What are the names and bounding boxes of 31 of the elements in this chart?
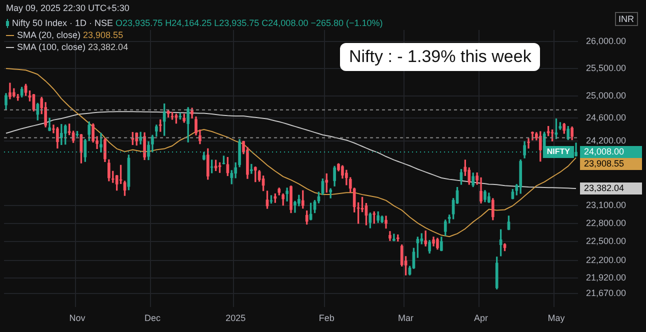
y-tick-label: 24,600.00 <box>586 112 626 123</box>
text: 24,008.00 <box>584 146 624 156</box>
x-tick-label: Nov <box>69 313 86 324</box>
x-tick-label: Feb <box>318 313 334 324</box>
x-tick-label: May <box>548 313 566 324</box>
legend-label: SMA (100, close) <box>17 42 87 52</box>
y-tick-label: 22,800.00 <box>586 218 626 228</box>
y-tick-label: 26,000.00 <box>586 36 626 46</box>
text: Nifty : - 1.39% this week <box>340 43 540 71</box>
ref-line-label: NIFTY <box>546 147 571 156</box>
annotation: 23,382.04 <box>88 42 128 52</box>
y-tick-label: 25,000.00 <box>586 90 626 100</box>
text: May 09, 2025 22:30 UTC+5:30 <box>6 3 130 13</box>
x-tick-label: 2025 <box>226 313 246 324</box>
x-tick-label: Dec <box>144 313 161 324</box>
y-tick-label: 23,100.00 <box>586 200 626 210</box>
text: INR <box>614 12 638 26</box>
y-tick-label: 21,670.00 <box>586 288 626 298</box>
y-tick-label: 22,200.00 <box>586 254 626 265</box>
y-tick-label: 21,920.00 <box>586 272 626 282</box>
y-tick-label: 25,500.00 <box>586 63 626 74</box>
text: 23,908.55 <box>584 158 624 168</box>
y-tick-label: 24,200.00 <box>586 135 626 146</box>
y-tick-label: 22,500.00 <box>586 236 626 246</box>
legend-label: SMA (20, close) <box>17 30 82 40</box>
legend-label: Nifty 50 Index · 1D · NSE <box>12 18 114 28</box>
x-tick-label: Apr <box>474 313 488 324</box>
text: 23,382.04 <box>584 182 624 193</box>
text: O23,935.75 H24,164.25 L23,935.75 C24,008.00 −265.80 (−1.10%) <box>116 18 383 28</box>
x-tick-label: Mar <box>398 313 414 324</box>
annotation: 23,908.55 <box>83 30 124 40</box>
